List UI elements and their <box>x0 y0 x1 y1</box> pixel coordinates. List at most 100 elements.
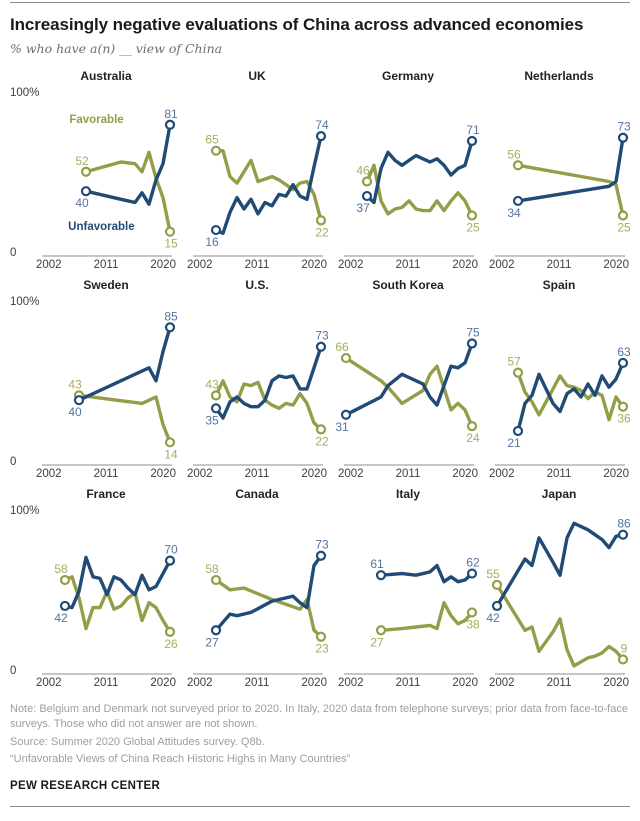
favorable-start-marker <box>210 145 222 156</box>
favorable-line <box>379 600 474 633</box>
chart-panel-canada: Canada 58 23 27 73 2002 2011 2020 <box>187 487 329 690</box>
x-tick: 2002 <box>187 259 213 271</box>
favorable-end-marker <box>466 607 478 618</box>
x-tick: 2020 <box>150 677 176 689</box>
x-tick: 2002 <box>36 677 62 689</box>
x-axis-ticks: 2002 2011 2020 <box>36 258 176 272</box>
panel-title: UK <box>248 69 266 83</box>
favorable-end-value-label: 15 <box>164 237 178 251</box>
unfavorable-start-marker <box>491 600 503 612</box>
panel-plot: 66 24 31 75 <box>335 326 480 466</box>
footer-report-title: “Unfavorable Views of China Reach Histor… <box>10 753 351 766</box>
unfavorable-line <box>214 554 323 633</box>
legend-label-favorable: Favorable <box>69 114 123 126</box>
x-axis-ticks: 2002 2011 2020 <box>489 676 629 690</box>
favorable-end-marker <box>617 401 629 412</box>
panel-plot: 57 36 21 63 <box>495 345 631 466</box>
unfavorable-start-marker <box>375 570 387 581</box>
unfavorable-start-value-label: 61 <box>370 557 384 571</box>
y-axis-label-100: 100% <box>10 505 40 517</box>
x-tick: 2011 <box>93 677 119 689</box>
favorable-start-value-label: 27 <box>370 635 384 649</box>
x-tick: 2011 <box>546 677 572 689</box>
panel-title: Canada <box>235 487 279 501</box>
favorable-start-value-label: 52 <box>75 154 89 168</box>
favorable-line <box>516 163 625 218</box>
x-tick: 2002 <box>187 468 213 480</box>
favorable-end-marker <box>164 437 176 448</box>
favorable-start-value-label: 56 <box>507 147 521 161</box>
chart-panel-japan: Japan 55 9 42 86 2002 2011 2020 <box>486 488 631 690</box>
favorable-end-value-label: 24 <box>466 431 480 445</box>
unfavorable-end-value-label: 70 <box>164 543 178 557</box>
x-tick: 2002 <box>489 677 515 689</box>
favorable-end-marker <box>164 626 176 637</box>
unfavorable-end-marker <box>617 529 629 540</box>
unfavorable-start-value-label: 31 <box>335 420 349 434</box>
favorable-end-value-label: 23 <box>315 642 329 656</box>
favorable-start-marker <box>80 166 92 177</box>
x-axis-ticks: 2002 2011 2020 <box>187 258 327 272</box>
chart-panel-australia: Australia 52 15 40 81 Favorable Unfavorable 200… <box>36 70 178 272</box>
x-axis-ticks: 2002 2011 2020 <box>187 467 327 481</box>
favorable-end-value-label: 9 <box>621 641 628 655</box>
x-tick: 2020 <box>301 677 327 689</box>
favorable-end-value-label: 22 <box>315 225 329 239</box>
x-axis-ticks: 2002 2011 2020 <box>489 258 629 272</box>
unfavorable-end-value-label: 85 <box>164 309 178 323</box>
unfavorable-end-marker <box>164 119 176 130</box>
favorable-end-marker <box>466 421 478 432</box>
chart-panel-u-s: U.S. 43 22 35 73 2002 2011 2020 <box>187 278 329 481</box>
x-tick: 2011 <box>546 259 572 271</box>
unfavorable-line <box>379 563 474 584</box>
favorable-start-marker <box>361 176 373 187</box>
favorable-start-value-label: 57 <box>507 355 521 369</box>
unfavorable-line <box>516 136 625 203</box>
unfavorable-end-marker <box>466 338 478 349</box>
favorable-end-value-label: 36 <box>617 412 631 426</box>
unfavorable-start-marker <box>210 403 222 414</box>
panel-title: Italy <box>395 487 420 501</box>
x-axis-ticks: 2002 2011 2020 <box>187 676 327 690</box>
chart-panel-sweden: Sweden 43 14 40 85 2002 2011 2020 <box>36 279 178 481</box>
unfavorable-start-value-label: 35 <box>205 413 219 427</box>
unfavorable-end-marker <box>315 341 327 352</box>
chart-row: 100% 0 Australia 52 15 40 81 Favorable Unfavorab… <box>10 69 631 272</box>
panel-plot: 58 23 27 73 <box>193 538 329 675</box>
unfavorable-end-value-label: 73 <box>617 120 631 134</box>
unfavorable-start-marker <box>80 186 92 197</box>
favorable-start-marker <box>210 390 222 401</box>
favorable-end-value-label: 14 <box>164 447 178 461</box>
favorable-end-marker <box>315 631 327 642</box>
x-tick: 2002 <box>338 677 364 689</box>
x-tick: 2020 <box>603 677 629 689</box>
legend-label-unfavorable: Unfavorable <box>68 221 134 233</box>
chart-panel-germany: Germany 46 25 37 71 2002 2011 2020 <box>338 70 480 272</box>
x-tick: 2002 <box>36 468 62 480</box>
favorable-start-marker <box>340 352 352 364</box>
page-title: Increasingly negative evaluations of Chi… <box>10 15 584 34</box>
unfavorable-end-value-label: 86 <box>617 517 631 531</box>
unfavorable-start-value-label: 40 <box>68 405 82 419</box>
x-axis-ticks: 2002 2011 2020 <box>36 467 176 481</box>
unfavorable-line <box>84 123 172 206</box>
small-multiples-grid: 100% 0 Australia 52 15 40 81 Favorable Unfavorab… <box>10 69 631 690</box>
panel-plot: 58 26 42 70 <box>42 543 178 675</box>
unfavorable-line <box>344 341 474 417</box>
unfavorable-line <box>365 139 474 205</box>
y-axis-label-0: 0 <box>10 456 17 468</box>
panel-title: U.S. <box>245 278 269 292</box>
favorable-start-value-label: 65 <box>205 133 219 147</box>
x-tick: 2011 <box>244 677 270 689</box>
unfavorable-start-marker <box>59 600 71 612</box>
x-tick: 2002 <box>36 259 62 271</box>
favorable-end-marker <box>164 226 176 237</box>
favorable-start-value-label: 58 <box>54 562 68 576</box>
panel-plot: 56 25 34 73 <box>495 120 631 257</box>
unfavorable-line <box>77 325 172 402</box>
x-tick: 2011 <box>546 468 572 480</box>
unfavorable-end-value-label: 73 <box>315 538 329 552</box>
unfavorable-line <box>516 361 625 433</box>
unfavorable-end-value-label: 73 <box>315 329 329 343</box>
unfavorable-end-value-label: 63 <box>617 345 631 359</box>
